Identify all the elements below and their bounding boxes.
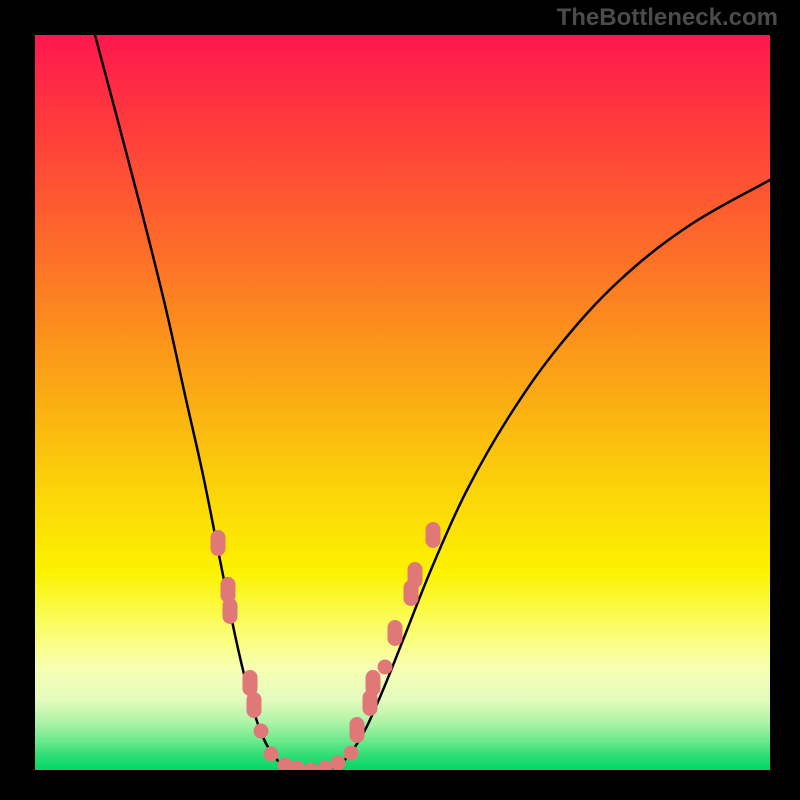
- plot-area: [35, 35, 770, 770]
- marker-pill: [426, 522, 441, 548]
- marker-pill: [243, 670, 258, 696]
- watermark-text: TheBottleneck.com: [557, 4, 778, 32]
- marker-dot: [378, 660, 393, 675]
- marker-pill: [388, 620, 403, 646]
- marker-pill: [223, 598, 238, 624]
- marker-dot: [254, 724, 269, 739]
- marker-dot: [264, 747, 279, 762]
- chart-root: TheBottleneck.com: [0, 0, 800, 800]
- marker-pill: [366, 670, 381, 696]
- marker-pill: [408, 562, 423, 588]
- chart-svg: [35, 35, 770, 770]
- marker-pill: [211, 530, 226, 556]
- marker-dot: [344, 746, 359, 761]
- marker-dot: [331, 756, 346, 771]
- marker-pill: [247, 692, 262, 718]
- marker-pill: [350, 717, 365, 743]
- gradient-background: [35, 35, 770, 770]
